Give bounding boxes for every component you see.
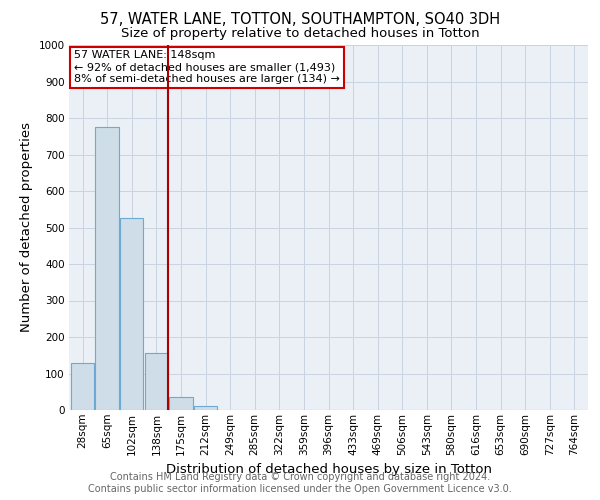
Bar bbox=[71, 362, 94, 410]
Y-axis label: Number of detached properties: Number of detached properties bbox=[20, 122, 33, 332]
Bar bbox=[95, 127, 119, 410]
X-axis label: Distribution of detached houses by size in Totton: Distribution of detached houses by size … bbox=[166, 463, 491, 476]
Text: 57, WATER LANE, TOTTON, SOUTHAMPTON, SO40 3DH: 57, WATER LANE, TOTTON, SOUTHAMPTON, SO4… bbox=[100, 12, 500, 28]
Text: 57 WATER LANE: 148sqm
← 92% of detached houses are smaller (1,493)
8% of semi-de: 57 WATER LANE: 148sqm ← 92% of detached … bbox=[74, 50, 340, 84]
Bar bbox=[194, 406, 217, 410]
Bar bbox=[145, 354, 168, 410]
Bar bbox=[169, 397, 193, 410]
Bar bbox=[120, 218, 143, 410]
Text: Size of property relative to detached houses in Totton: Size of property relative to detached ho… bbox=[121, 28, 479, 40]
Text: Contains HM Land Registry data © Crown copyright and database right 2024.
Contai: Contains HM Land Registry data © Crown c… bbox=[88, 472, 512, 494]
